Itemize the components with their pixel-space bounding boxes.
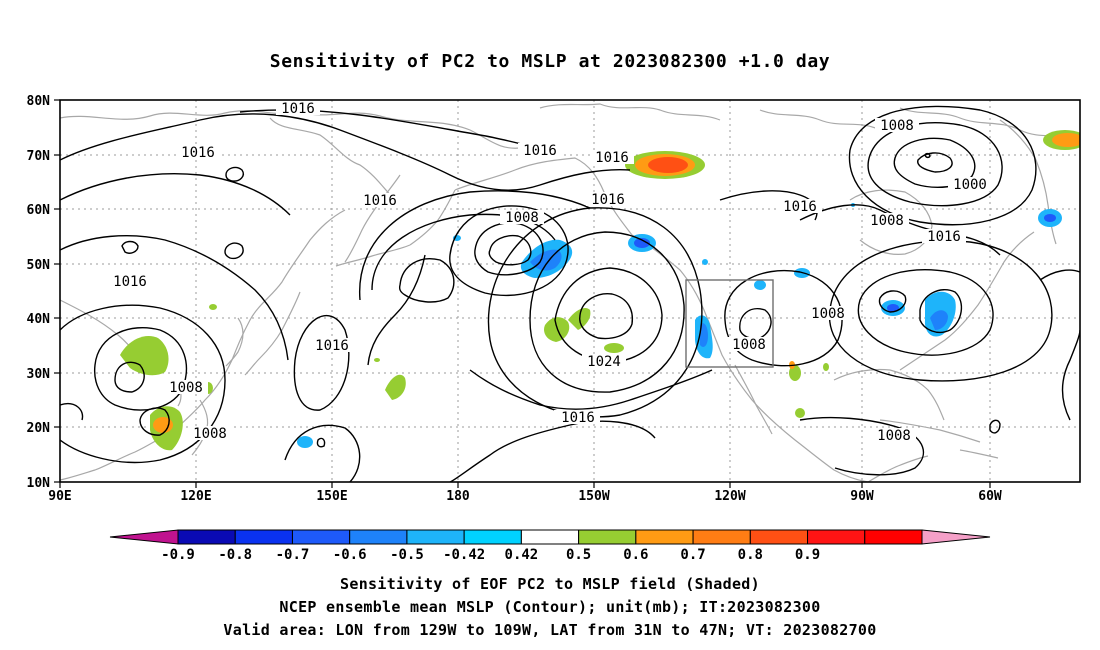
colorbar-tick-label: 0.7 [680,547,705,563]
contour-label: 1016 [315,338,349,354]
sensitivity-shading [120,130,1080,451]
lon-label: 90E [48,489,71,504]
contour-label: 1016 [927,229,961,245]
footer-line-1: Sensitivity of EOF PC2 to MSLP field (Sh… [340,575,760,593]
colorbar-segment [177,529,236,545]
colorbar-tick-label: 0.42 [505,547,539,563]
lat-label: 30N [27,367,51,382]
colorbar-tick-label: 0.5 [566,547,591,563]
colorbar-tick-label: -0.7 [276,547,310,563]
chart-title: Sensitivity of PC2 to MSLP at 2023082300… [270,51,830,72]
contour-label: 1008 [505,210,539,226]
valid-area-box [685,279,774,368]
colorbar-segment [807,529,866,545]
coastlines [60,103,1080,482]
contour-label: 1008 [870,213,904,229]
lon-labels: 90E 120E 150E 180 150W 120W 90W 60W [48,489,1002,504]
colorbar-tick-label: 0.9 [795,547,820,563]
contour-label: 1008 [811,306,845,322]
colorbar-segment [463,529,522,545]
colorbar [109,529,991,545]
colorbar-tick-label: -0.42 [443,547,485,563]
contour-label: 1000 [953,177,987,193]
colorbar-segment [635,529,694,545]
lat-labels: 80N 70N 60N 50N 40N 30N 20N 10N [27,94,51,491]
colorbar-end-low [109,529,179,545]
mslp-contours [60,105,1080,482]
contour-label: 1008 [169,380,203,396]
colorbar-segment [578,529,637,545]
colorbar-end-high [921,529,991,545]
colorbar-tick-label: -0.9 [161,547,195,563]
colorbar-segment [291,529,351,545]
colorbar-tick-label: 0.8 [738,547,763,563]
lat-label: 40N [27,312,51,327]
contour-label: 1016 [561,410,595,426]
colorbar-segment [234,529,293,545]
lat-label: 70N [27,149,51,164]
colorbar-segment [749,529,809,545]
contour-label: 1016 [591,192,625,208]
contour-label: 1008 [193,426,227,442]
map-area: 1016 1016 1016 1016 1016 1016 1016 1016 … [60,100,1080,482]
contour-label: 1008 [732,337,766,353]
lon-label: 150E [316,489,347,504]
footer-line-2: NCEP ensemble mean MSLP (Contour); unit(… [279,598,820,616]
tick-marks [54,99,991,488]
contour-label: 1016 [363,193,397,209]
contour-label: 1016 [523,143,557,159]
lon-label: 60W [978,489,1002,504]
colorbar-tick-label: 0.6 [623,547,648,563]
colorbar-labels: -0.9 -0.8 -0.7 -0.6 -0.5 -0.42 0.42 0.5 0.6 0.7 0.… [161,547,820,563]
colorbar-tick-label: -0.8 [218,547,252,563]
colorbar-segment [349,529,408,545]
lon-label: 90W [850,489,874,504]
lon-label: 120W [714,489,745,504]
contour-label: 1016 [595,150,629,166]
map-frame [59,99,1081,483]
contour-label: 1016 [113,274,147,290]
lat-label: 10N [27,476,51,491]
footer-line-3: Valid area: LON from 129W to 109W, LAT f… [223,621,876,639]
contour-label: 1016 [181,145,215,161]
colorbar-segment [864,529,923,545]
contour-label: 1008 [877,428,911,444]
contour-label: 1016 [783,199,817,215]
contour-label: 1008 [880,118,914,134]
colorbar-segment [692,529,751,545]
lat-label: 80N [27,94,51,109]
colorbar-segment [406,529,465,545]
lat-label: 20N [27,421,51,436]
colorbar-tick-label: -0.5 [390,547,424,563]
lat-label: 60N [27,203,51,218]
lon-label: 120E [180,489,211,504]
lat-label: 50N [27,258,51,273]
lon-label: 150W [578,489,609,504]
lon-label: 180 [446,489,470,504]
colorbar-tick-label: -0.6 [333,547,367,563]
contour-label: 1024 [587,354,621,370]
contour-labels: 1016 1016 1016 1016 1016 1016 1016 1016 … [108,101,992,444]
contour-label: 1016 [281,101,315,117]
colorbar-segment [520,529,580,545]
